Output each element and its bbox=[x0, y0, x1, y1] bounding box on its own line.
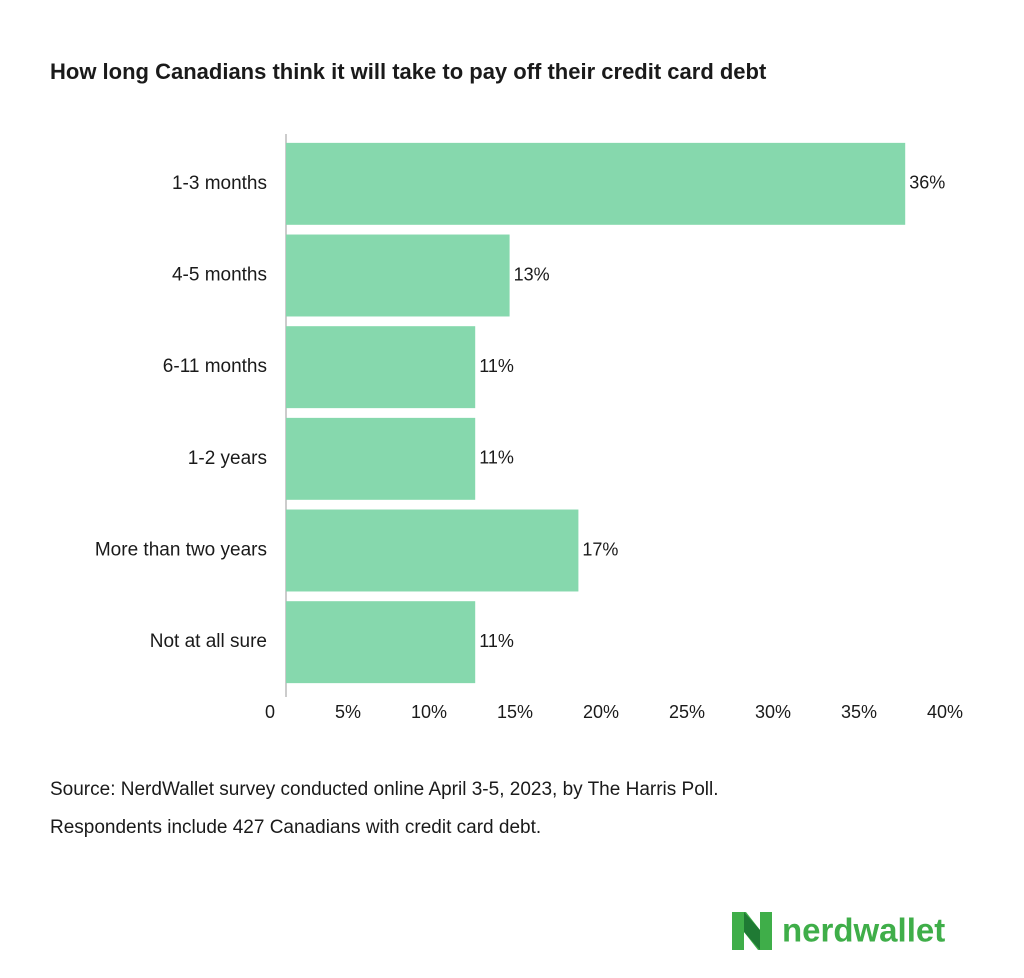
y-tick-label: 1-3 months bbox=[172, 173, 267, 194]
x-tick-label: 25% bbox=[669, 702, 705, 722]
y-tick-label: More than two years bbox=[95, 540, 267, 561]
bar bbox=[286, 509, 579, 592]
x-tick-label: 35% bbox=[841, 702, 877, 722]
x-tick-label: 15% bbox=[497, 702, 533, 722]
x-tick-label: 5% bbox=[335, 702, 361, 722]
value-label: 11% bbox=[479, 356, 514, 376]
x-tick-label: 10% bbox=[411, 702, 447, 722]
value-label: 11% bbox=[479, 448, 514, 468]
source-line: Respondents include 427 Canadians with c… bbox=[50, 817, 541, 838]
bar bbox=[286, 234, 510, 317]
bar bbox=[286, 326, 476, 409]
logo-icon bbox=[732, 912, 772, 950]
y-tick-label: 6-11 months bbox=[163, 356, 267, 377]
x-tick-label: 30% bbox=[755, 702, 791, 722]
value-label: 11% bbox=[479, 631, 514, 651]
bar bbox=[286, 601, 476, 684]
logo-text: nerdwallet bbox=[782, 912, 945, 949]
bar bbox=[286, 142, 906, 225]
source-line: Source: NerdWallet survey conducted onli… bbox=[50, 779, 719, 800]
x-tick-label: 40% bbox=[927, 702, 963, 722]
bar bbox=[286, 417, 476, 500]
y-tick-label: 4-5 months bbox=[172, 265, 267, 286]
value-label: 17% bbox=[582, 539, 618, 559]
value-label: 13% bbox=[514, 264, 550, 284]
chart-title: How long Canadians think it will take to… bbox=[50, 59, 767, 84]
x-tick-label: 20% bbox=[583, 702, 619, 722]
y-tick-label: 1-2 years bbox=[188, 448, 267, 469]
y-tick-label: Not at all sure bbox=[150, 631, 267, 652]
value-label: 36% bbox=[909, 173, 945, 193]
x-tick-label: 0 bbox=[265, 702, 275, 722]
